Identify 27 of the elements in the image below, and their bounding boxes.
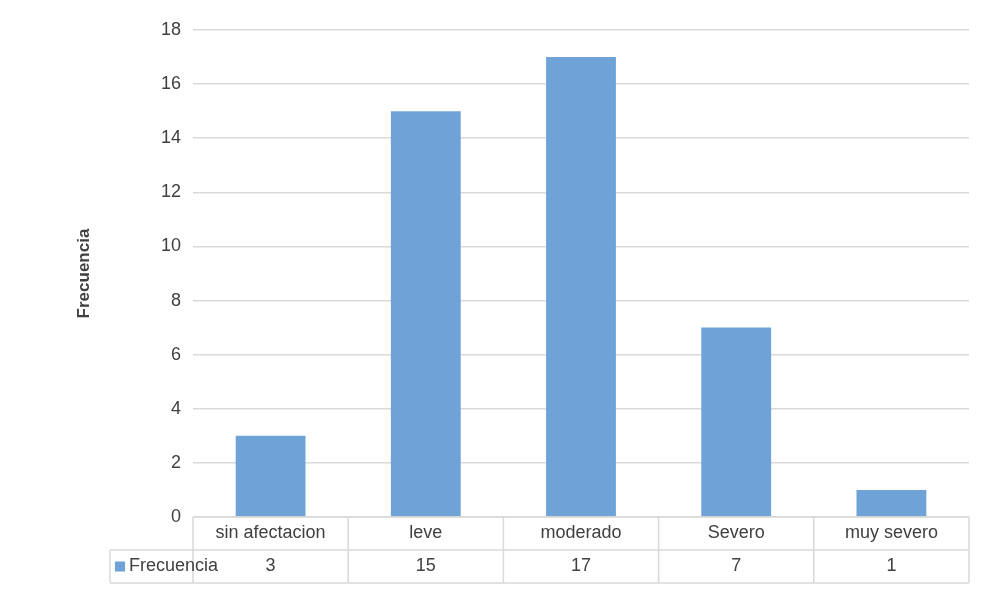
y-tick-label: 14 [160, 127, 181, 148]
x-tick-label: leve [409, 522, 443, 543]
y-tick-label: 12 [160, 181, 181, 202]
y-tick-label: 4 [170, 397, 181, 418]
y-tick-label: 0 [170, 505, 181, 526]
x-tick-label: moderado [540, 522, 622, 543]
bar [390, 111, 461, 517]
bar [546, 57, 616, 517]
bar [701, 327, 772, 517]
data-label: 1 [886, 555, 897, 576]
data-label: 17 [570, 555, 592, 576]
y-tick-label: 18 [160, 18, 181, 39]
data-label: 7 [731, 555, 742, 576]
y-tick-label: 8 [170, 289, 181, 310]
bar [235, 435, 306, 517]
data-label: 3 [265, 555, 276, 576]
y-tick-label: 2 [170, 451, 181, 472]
y-tick-label: 6 [170, 343, 181, 364]
y-axis-title: Frecuencia [73, 228, 93, 319]
y-tick-label: 16 [160, 73, 181, 94]
legend-label: Frecuencia [129, 555, 220, 576]
data-label: 15 [415, 555, 436, 576]
x-tick-label: sin afectacion [215, 522, 326, 543]
x-tick-label: Severo [707, 522, 765, 543]
bar [856, 489, 927, 517]
x-tick-label: muy severo [844, 522, 938, 543]
y-tick-label: 10 [160, 235, 181, 256]
